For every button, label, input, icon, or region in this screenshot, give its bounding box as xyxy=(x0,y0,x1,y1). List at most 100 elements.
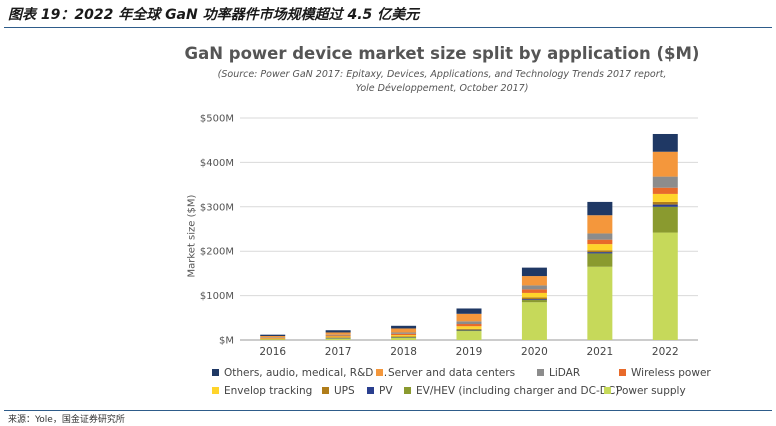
figure-caption: 图表 19：2022 年全球 GaN 功率器件市场规模超过 4.5 亿美元 xyxy=(8,7,420,23)
bar-segment xyxy=(521,302,547,340)
y-tick-label: $M xyxy=(219,336,234,347)
bar-segment xyxy=(587,253,613,267)
chart-title: GaN power device market size split by ap… xyxy=(184,44,700,63)
bar-segment xyxy=(521,289,547,293)
legend-item: Power supply xyxy=(604,384,686,398)
x-tick-label: 2016 xyxy=(259,346,286,358)
bar-segment xyxy=(521,297,547,300)
legend-label: Wireless power xyxy=(631,367,711,379)
bar-segment xyxy=(521,267,547,277)
bar-segment xyxy=(456,313,482,322)
bar-segment xyxy=(456,326,482,329)
legend-item: EV/HEV (including charger and DC-DC) xyxy=(404,384,619,398)
bar-segment xyxy=(521,285,547,290)
legend-swatch xyxy=(537,369,544,376)
x-tick-label: 2021 xyxy=(586,346,613,358)
bar-segment xyxy=(325,330,351,333)
legend-label: Server and data centers xyxy=(388,367,516,379)
caption-rule xyxy=(4,27,772,28)
y-tick-label: $400M xyxy=(200,158,234,169)
bar-segment xyxy=(587,201,613,216)
legend-item: Others, audio, medical, R&D … xyxy=(212,366,387,380)
bar-segment xyxy=(521,299,547,301)
legend-label: EV/HEV (including charger and DC-DC) xyxy=(416,385,620,397)
bar-segment xyxy=(325,335,351,337)
bar-segment xyxy=(587,215,613,234)
legend-swatch xyxy=(404,387,411,394)
bar-segment xyxy=(652,193,678,202)
bar-segment xyxy=(456,324,482,327)
bar-segment xyxy=(456,308,482,314)
bar-segment xyxy=(391,336,417,338)
bar-segment xyxy=(456,328,482,330)
bar-segment xyxy=(260,338,286,339)
bar-segment xyxy=(325,337,351,338)
y-tick-label: $200M xyxy=(200,247,234,258)
legend-label: UPS xyxy=(334,385,355,397)
bar-segment xyxy=(260,337,286,339)
chart-subtitle: (Source: Power GaN 2017: Epitaxy, Device… xyxy=(208,68,676,96)
chart-subtitle-line-1: (Source: Power GaN 2017: Epitaxy, Device… xyxy=(217,69,667,80)
legend-swatch xyxy=(604,387,611,394)
legend-swatch xyxy=(376,369,383,376)
bar-segment xyxy=(587,250,613,253)
legend-label: PV xyxy=(379,385,393,397)
bar-segment xyxy=(587,233,613,240)
legend-item: PV xyxy=(367,384,393,398)
chart-plot: $M $100M $200M $300M $400M $500M 2016 2017 2018 2… xyxy=(200,114,698,358)
bar-segment xyxy=(521,276,547,286)
x-tick-label: 2017 xyxy=(325,346,352,358)
bar-segment xyxy=(521,300,547,303)
bar-segment xyxy=(260,334,286,337)
bar-segment xyxy=(456,321,482,325)
bar-segment xyxy=(587,239,613,245)
bar-segment xyxy=(652,151,678,177)
legend-label: Envelop tracking xyxy=(224,385,313,397)
source-rule xyxy=(4,410,772,411)
bar-segment xyxy=(652,201,678,205)
legend-swatch xyxy=(322,387,329,394)
legend-item: Server and data centers xyxy=(376,366,515,380)
legend-label: Others, audio, medical, R&D … xyxy=(224,367,388,379)
legend-swatch xyxy=(212,369,219,376)
bar-segment xyxy=(652,206,678,233)
bar-segment xyxy=(652,204,678,207)
y-axis-label: Market size ($M) xyxy=(186,194,198,278)
bar-segment xyxy=(260,338,286,340)
legend-swatch xyxy=(212,387,219,394)
bar-segment xyxy=(652,187,678,194)
chart-subtitle-line-2: Yole Développement, October 2017) xyxy=(355,83,529,94)
bar-segment xyxy=(260,339,286,340)
x-tick-label: 2022 xyxy=(652,346,679,358)
bar-segment xyxy=(587,244,613,251)
legend-label: LiDAR xyxy=(549,367,581,379)
y-tick-label: $300M xyxy=(200,202,234,213)
bar-segment xyxy=(456,330,482,332)
source-note: 来源：Yole，国金证券研究所 xyxy=(8,415,125,425)
bar-segment xyxy=(652,176,678,188)
bar-segment xyxy=(391,335,417,337)
legend-item: UPS xyxy=(322,384,355,398)
legend-swatch xyxy=(619,369,626,376)
bar-segment xyxy=(391,333,417,336)
legend-item: Wireless power xyxy=(619,366,711,380)
bar-segment xyxy=(325,336,351,338)
bar-segment xyxy=(325,338,351,340)
bar-segment xyxy=(456,329,482,331)
legend-swatch xyxy=(367,387,374,394)
y-tick-label: $100M xyxy=(200,291,234,302)
y-tick-label: $500M xyxy=(200,114,234,125)
bar-segment xyxy=(652,232,678,340)
bar-segment xyxy=(652,133,678,152)
bar-segment xyxy=(587,266,613,340)
bar-segment xyxy=(521,292,547,298)
bar-segment xyxy=(391,336,417,338)
x-tick-label: 2019 xyxy=(456,346,483,358)
bar-segment xyxy=(391,337,417,340)
legend-item: Envelop tracking xyxy=(212,384,312,398)
x-tick-label: 2018 xyxy=(390,346,417,358)
chart-panel: GaN power device market size split by ap… xyxy=(168,32,716,408)
bar-segment xyxy=(391,328,417,333)
bar-segment xyxy=(325,337,351,339)
bar-segment xyxy=(456,331,482,340)
